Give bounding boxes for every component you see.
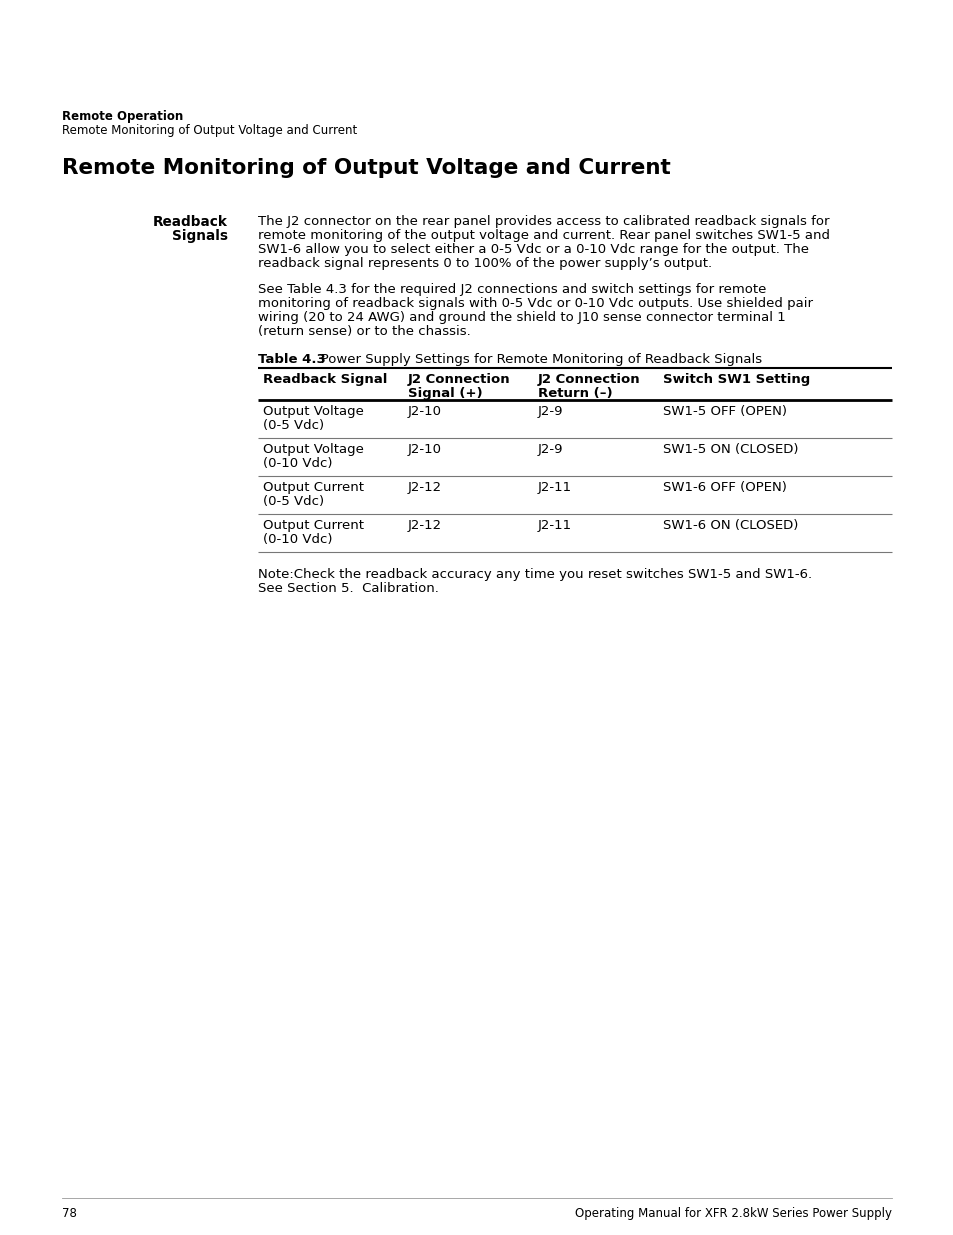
Text: J2-9: J2-9 <box>537 443 563 456</box>
Text: J2-10: J2-10 <box>408 405 441 417</box>
Text: J2 Connection: J2 Connection <box>537 373 640 387</box>
Text: Output Current: Output Current <box>263 519 364 532</box>
Text: SW1-6 OFF (OPEN): SW1-6 OFF (OPEN) <box>662 480 786 494</box>
Text: J2 Connection: J2 Connection <box>408 373 510 387</box>
Text: Output Current: Output Current <box>263 480 364 494</box>
Text: wiring (20 to 24 AWG) and ground the shield to J10 sense connector terminal 1: wiring (20 to 24 AWG) and ground the shi… <box>257 311 785 324</box>
Text: SW1-6 ON (CLOSED): SW1-6 ON (CLOSED) <box>662 519 798 532</box>
Text: J2-12: J2-12 <box>408 480 441 494</box>
Text: (return sense) or to the chassis.: (return sense) or to the chassis. <box>257 325 470 338</box>
Text: (0-5 Vdc): (0-5 Vdc) <box>263 494 324 508</box>
Text: Operating Manual for XFR 2.8kW Series Power Supply: Operating Manual for XFR 2.8kW Series Po… <box>575 1207 891 1220</box>
Text: J2-9: J2-9 <box>537 405 563 417</box>
Text: Return (–): Return (–) <box>537 387 612 399</box>
Text: monitoring of readback signals with 0-5 Vdc or 0-10 Vdc outputs. Use shielded pa: monitoring of readback signals with 0-5 … <box>257 296 812 310</box>
Text: (0-10 Vdc): (0-10 Vdc) <box>263 457 333 469</box>
Text: Table 4.3: Table 4.3 <box>257 353 325 366</box>
Text: Signals: Signals <box>172 228 228 243</box>
Text: Readback Signal: Readback Signal <box>263 373 387 387</box>
Text: Output Voltage: Output Voltage <box>263 443 363 456</box>
Text: Remote Monitoring of Output Voltage and Current: Remote Monitoring of Output Voltage and … <box>62 124 356 137</box>
Text: SW1-6 allow you to select either a 0-5 Vdc or a 0-10 Vdc range for the output. T: SW1-6 allow you to select either a 0-5 V… <box>257 243 808 256</box>
Text: SW1-5 OFF (OPEN): SW1-5 OFF (OPEN) <box>662 405 786 417</box>
Text: The J2 connector on the rear panel provides access to calibrated readback signal: The J2 connector on the rear panel provi… <box>257 215 828 228</box>
Text: Readback: Readback <box>153 215 228 228</box>
Text: remote monitoring of the output voltage and current. Rear panel switches SW1-5 a: remote monitoring of the output voltage … <box>257 228 829 242</box>
Text: J2-12: J2-12 <box>408 519 441 532</box>
Text: Remote Operation: Remote Operation <box>62 110 183 124</box>
Text: See Section 5.  Calibration.: See Section 5. Calibration. <box>257 582 438 595</box>
Text: (0-5 Vdc): (0-5 Vdc) <box>263 419 324 431</box>
Text: J2-11: J2-11 <box>537 519 572 532</box>
Text: Switch SW1 Setting: Switch SW1 Setting <box>662 373 809 387</box>
Text: J2-11: J2-11 <box>537 480 572 494</box>
Text: Output Voltage: Output Voltage <box>263 405 363 417</box>
Text: Note:Check the readback accuracy any time you reset switches SW1-5 and SW1-6.: Note:Check the readback accuracy any tim… <box>257 568 811 580</box>
Text: Remote Monitoring of Output Voltage and Current: Remote Monitoring of Output Voltage and … <box>62 158 670 178</box>
Text: Power Supply Settings for Remote Monitoring of Readback Signals: Power Supply Settings for Remote Monitor… <box>308 353 761 366</box>
Text: (0-10 Vdc): (0-10 Vdc) <box>263 532 333 546</box>
Text: SW1-5 ON (CLOSED): SW1-5 ON (CLOSED) <box>662 443 798 456</box>
Text: Signal (+): Signal (+) <box>408 387 482 399</box>
Text: readback signal represents 0 to 100% of the power supply’s output.: readback signal represents 0 to 100% of … <box>257 257 711 270</box>
Text: J2-10: J2-10 <box>408 443 441 456</box>
Text: See Table 4.3 for the required J2 connections and switch settings for remote: See Table 4.3 for the required J2 connec… <box>257 283 765 296</box>
Text: 78: 78 <box>62 1207 77 1220</box>
